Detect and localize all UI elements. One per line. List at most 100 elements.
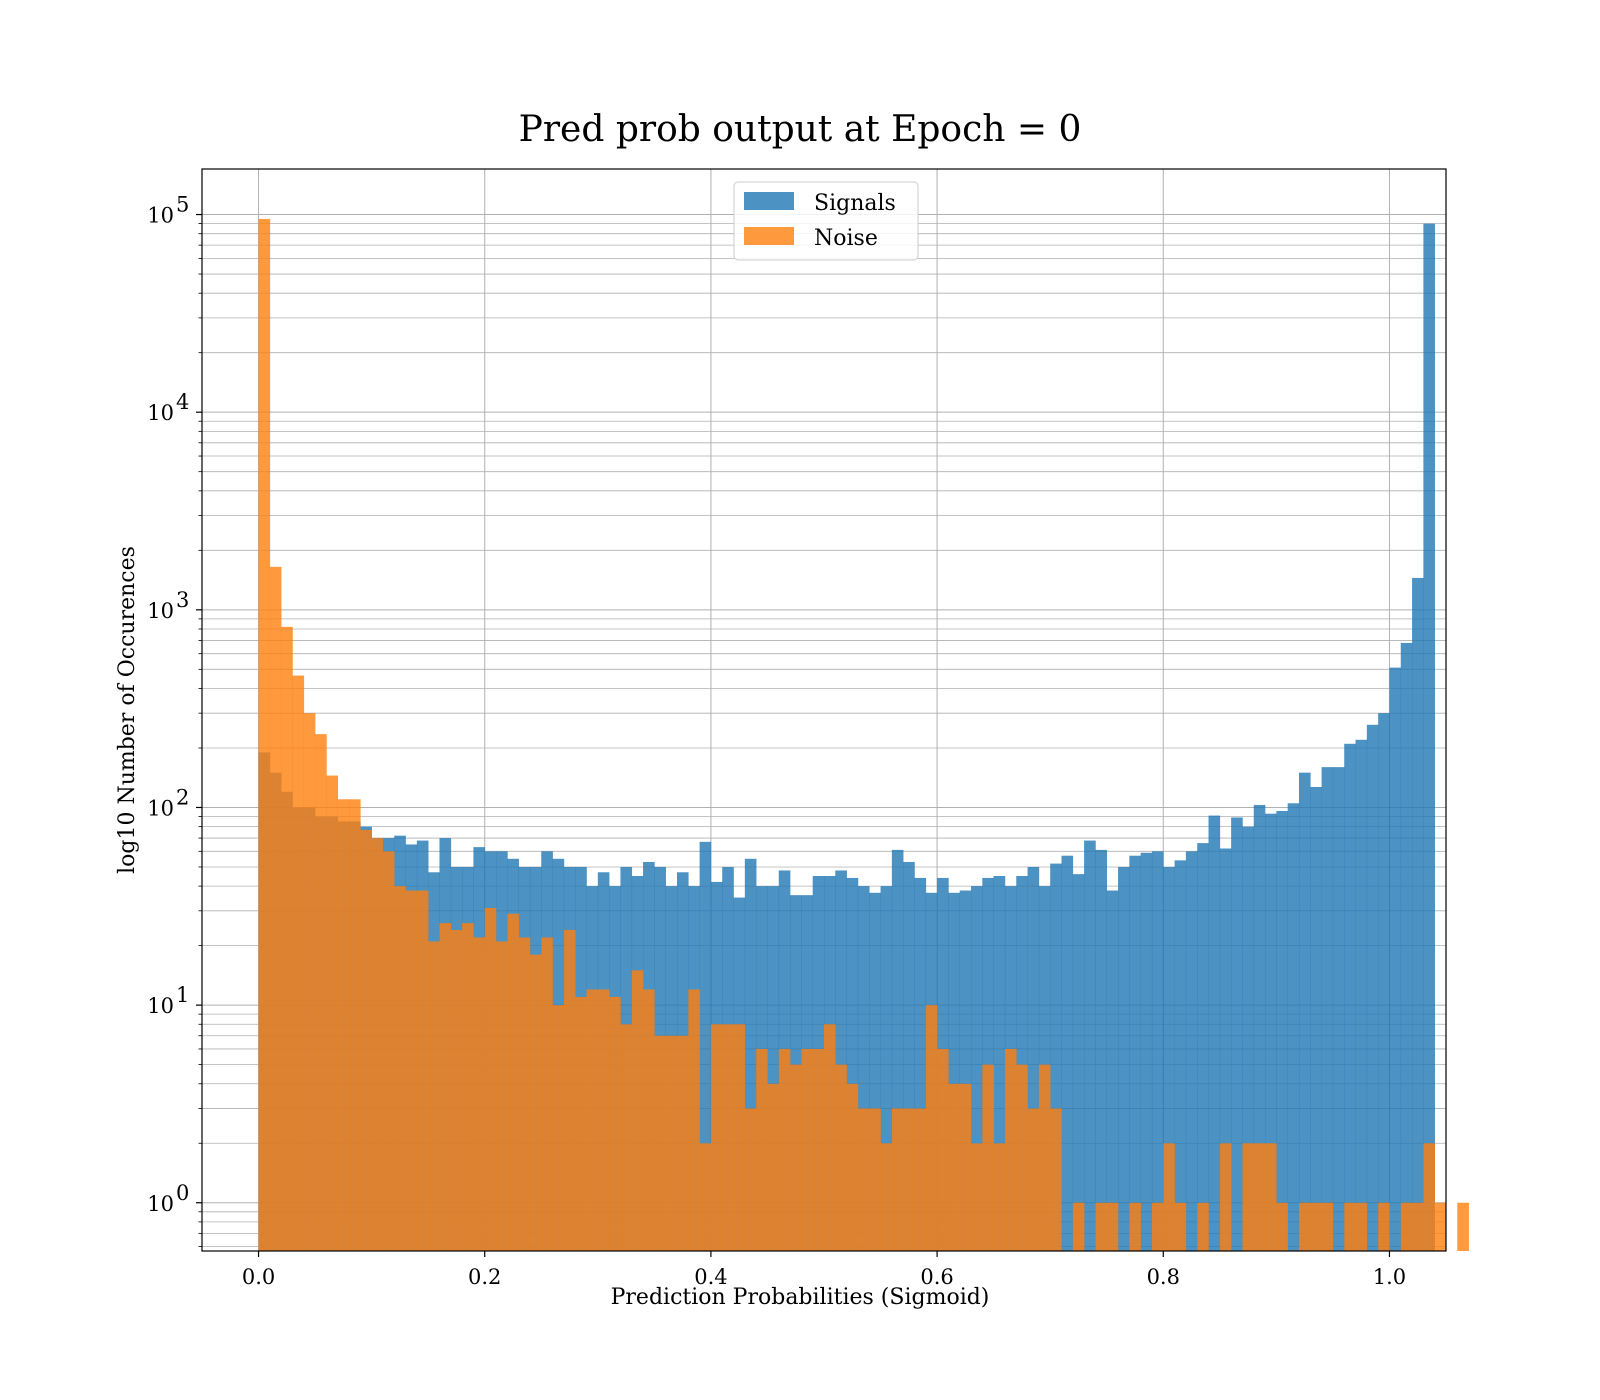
noise-bar	[484, 907, 497, 1251]
noise-bar	[303, 713, 316, 1251]
noise-bar	[812, 1048, 825, 1251]
noise-bar	[1038, 1064, 1051, 1251]
noise-bar	[790, 1064, 802, 1251]
y-tick-label: 10	[147, 994, 174, 1018]
noise-bar	[914, 1108, 927, 1251]
y-tick-label: 10	[147, 796, 174, 820]
noise-bar	[665, 1035, 678, 1251]
x-tick-label: 0.6	[920, 1265, 953, 1289]
noise-bar	[1457, 1202, 1469, 1251]
noise-bar	[756, 1048, 768, 1251]
signals-bar	[744, 858, 757, 1251]
noise-bar	[971, 1143, 983, 1251]
noise-bar	[925, 1005, 938, 1251]
signals-bar	[1253, 804, 1266, 1251]
noise-bar	[507, 913, 519, 1251]
legend-swatch-noise	[744, 227, 794, 245]
noise-bar	[1423, 1143, 1435, 1251]
noise-bar	[1434, 1202, 1447, 1251]
signals-bar	[1219, 848, 1232, 1251]
noise-bar	[496, 941, 508, 1251]
signals-bar	[1106, 890, 1119, 1251]
signals-bar	[1016, 876, 1028, 1251]
signals-bar	[1378, 713, 1390, 1251]
noise-bar	[1095, 1202, 1108, 1251]
y-tick-label: 10	[147, 599, 174, 623]
noise-bar	[1344, 1202, 1356, 1251]
signals-bar	[1140, 852, 1153, 1251]
noise-bar	[959, 1083, 972, 1251]
noise-bar	[609, 996, 621, 1251]
noise-bar	[722, 1024, 734, 1251]
noise-bar	[405, 890, 418, 1251]
signals-bar	[1185, 851, 1198, 1251]
signals-bar	[1321, 767, 1334, 1251]
chart-title: Pred prob output at Epoch = 0	[519, 109, 1082, 150]
x-axis-ticks: 0.0 0.2 0.4 0.6 0.8 1.0	[242, 1251, 1406, 1289]
y-tick-label: 10	[147, 204, 174, 228]
legend-label-signals: Signals	[814, 191, 896, 216]
noise-bars	[258, 218, 1469, 1252]
signals-bar	[1208, 815, 1221, 1251]
noise-bar	[620, 1024, 633, 1251]
signals-bar	[1050, 863, 1062, 1251]
signals-bar	[971, 886, 983, 1251]
noise-bar	[416, 890, 429, 1251]
noise-bar	[552, 1005, 565, 1251]
noise-bar	[541, 937, 553, 1251]
noise-bar	[1321, 1202, 1334, 1251]
x-tick-label: 0.8	[1147, 1265, 1180, 1289]
noise-bar	[1050, 1108, 1062, 1251]
x-tick-label: 0.4	[694, 1265, 727, 1289]
noise-bar	[1027, 1108, 1040, 1251]
noise-bar	[292, 675, 305, 1251]
x-tick-label: 0.2	[468, 1265, 501, 1289]
noise-bar	[654, 1035, 666, 1251]
signals-bar	[1084, 840, 1096, 1251]
noise-bar	[349, 799, 361, 1251]
signals-bar	[767, 886, 780, 1251]
noise-bar	[688, 989, 700, 1251]
signals-bar	[1129, 855, 1141, 1251]
y-tick-exponent: 2	[176, 785, 189, 809]
signals-bar	[993, 876, 1006, 1251]
noise-bar	[518, 937, 531, 1251]
signals-bar	[1287, 803, 1300, 1251]
noise-bar	[326, 775, 339, 1251]
noise-bar	[1242, 1143, 1255, 1251]
noise-bar	[880, 1143, 893, 1251]
signals-bar	[1265, 813, 1277, 1251]
noise-bar	[857, 1108, 870, 1251]
y-tick-exponent: 3	[176, 588, 189, 612]
noise-bar	[699, 1143, 712, 1251]
noise-bar	[903, 1108, 915, 1251]
signals-bar	[1163, 866, 1175, 1251]
signals-bar	[880, 886, 893, 1251]
legend-label-noise: Noise	[814, 226, 878, 251]
signals-bar	[1118, 866, 1130, 1251]
y-tick-exponent: 5	[176, 193, 189, 217]
signals-bar	[959, 890, 972, 1251]
signals-bar	[1231, 817, 1243, 1251]
signals-bar	[1344, 743, 1356, 1251]
y-tick-label: 10	[147, 1192, 174, 1216]
noise-bar	[801, 1048, 813, 1251]
signals-bar	[1400, 642, 1413, 1251]
signals-bar	[846, 877, 859, 1251]
noise-bar	[1219, 1143, 1232, 1251]
signals-bar	[1061, 855, 1074, 1251]
noise-bar	[778, 1048, 791, 1251]
noise-bar	[631, 970, 644, 1251]
noise-bar	[1129, 1202, 1141, 1251]
signals-bar	[1366, 724, 1379, 1251]
signals-bar	[1276, 810, 1288, 1251]
signals-bar	[914, 877, 927, 1251]
noise-bar	[982, 1064, 994, 1251]
signals-bar	[1310, 786, 1322, 1251]
noise-bar	[1378, 1202, 1390, 1251]
noise-bar	[1163, 1143, 1175, 1251]
noise-bar	[428, 941, 440, 1251]
signals-bar	[1197, 843, 1209, 1251]
